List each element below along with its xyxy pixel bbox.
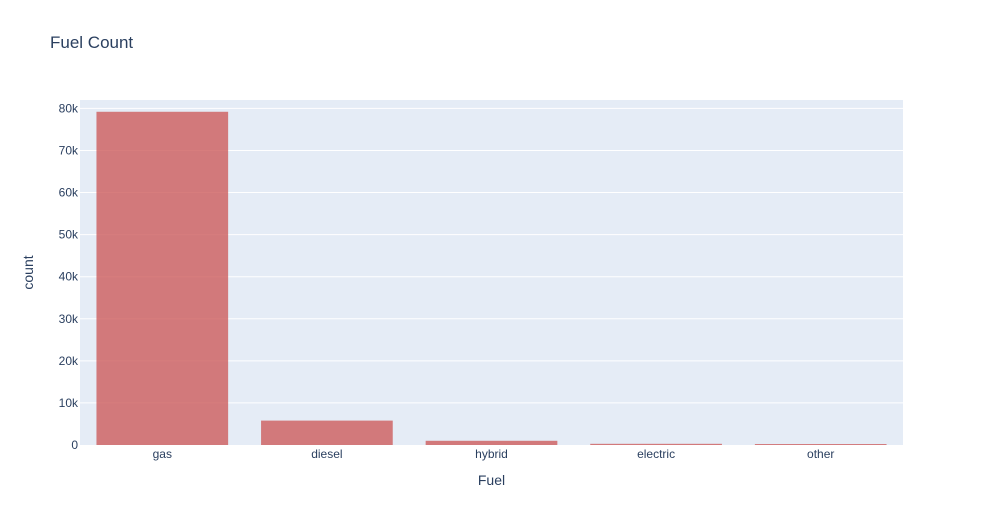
x-tick-label: gas bbox=[153, 447, 172, 461]
y-tick-label: 30k bbox=[59, 312, 79, 326]
y-tick-label: 20k bbox=[59, 354, 79, 368]
x-tick-label: electric bbox=[637, 447, 675, 461]
bar-other bbox=[754, 444, 887, 445]
bar-gas bbox=[96, 111, 229, 445]
chart-title: Fuel Count bbox=[50, 33, 134, 52]
y-tick-label: 0 bbox=[71, 438, 78, 452]
x-tick-label: other bbox=[807, 447, 834, 461]
y-axis-title: count bbox=[20, 255, 36, 289]
y-tick-label: 50k bbox=[59, 228, 79, 242]
x-tick-label: hybrid bbox=[475, 447, 508, 461]
x-tick-label: diesel bbox=[311, 447, 342, 461]
y-tick-label: 80k bbox=[59, 101, 79, 115]
y-tick-label: 10k bbox=[59, 396, 79, 410]
x-axis-title: Fuel bbox=[478, 472, 505, 488]
y-tick-label: 70k bbox=[59, 143, 79, 157]
bar-diesel bbox=[261, 420, 393, 445]
y-tick-label: 40k bbox=[59, 270, 79, 284]
bar-electric bbox=[590, 443, 722, 445]
y-tick-label: 60k bbox=[59, 186, 79, 200]
bar-hybrid bbox=[425, 440, 558, 445]
